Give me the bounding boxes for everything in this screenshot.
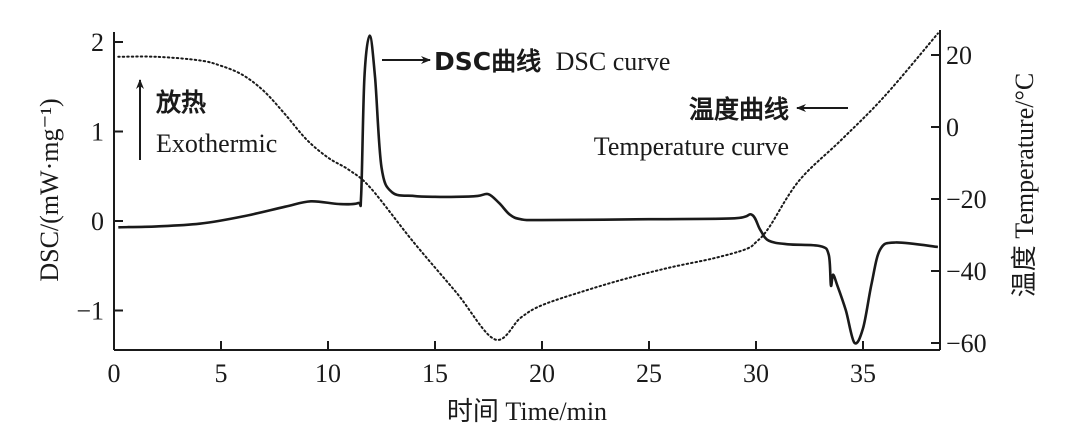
right-y-tick-label: −60 xyxy=(946,329,987,358)
dsc-curve-label-en: DSC curve xyxy=(556,47,671,76)
axes xyxy=(113,30,941,351)
right-y-tick-label: −20 xyxy=(946,185,987,214)
left-y-tick-label: 2 xyxy=(91,28,104,57)
exothermic-label-en: Exothermic xyxy=(156,129,277,158)
x-tick-label: 35 xyxy=(850,359,876,388)
x-tick-label: 10 xyxy=(315,359,341,388)
right-y-tick-label: 0 xyxy=(946,113,959,142)
ticks-layer: 0 5 10 15 20 25 30 35 −1 0 1 2 −60 −40 −20 0 20 xyxy=(76,28,986,388)
right-y-axis-title: 温度 Temperature/°C xyxy=(1010,73,1039,297)
left-y-axis-title: DSC/(mW·mg⁻¹) xyxy=(35,98,64,281)
x-tick-label: 25 xyxy=(636,359,662,388)
x-axis-title: 时间 Time/min xyxy=(447,397,607,426)
dsc-curve-line xyxy=(118,34,939,345)
temperature-curve-label-cn: 温度曲线 xyxy=(689,95,789,124)
left-y-tick-label: −1 xyxy=(76,297,104,326)
left-y-tick-label: 1 xyxy=(91,118,104,147)
temperature-curve-line xyxy=(117,32,939,341)
temperature-curve-annotation: 温度曲线 Temperature curve xyxy=(594,95,848,161)
x-tick-label: 20 xyxy=(529,359,555,388)
dsc-curve-label: DSC曲线 DSC curve xyxy=(434,47,670,76)
left-y-tick-label: 0 xyxy=(91,207,104,236)
exothermic-annotation: 放热 Exothermic xyxy=(136,79,277,160)
x-tick-label: 5 xyxy=(215,359,228,388)
dsc-curve-annotation: DSC曲线 DSC curve xyxy=(382,47,670,76)
x-tick-label: 0 xyxy=(108,359,121,388)
exothermic-label-cn: 放热 xyxy=(155,88,206,117)
x-tick-label: 15 xyxy=(422,359,448,388)
right-y-tick-label: 20 xyxy=(946,41,972,70)
series-layer xyxy=(117,32,939,345)
temperature-curve-label-en: Temperature curve xyxy=(594,132,789,161)
x-tick-label: 30 xyxy=(743,359,769,388)
dsc-curve-label-cn: DSC曲线 xyxy=(434,47,541,76)
right-y-tick-label: −40 xyxy=(946,257,987,286)
